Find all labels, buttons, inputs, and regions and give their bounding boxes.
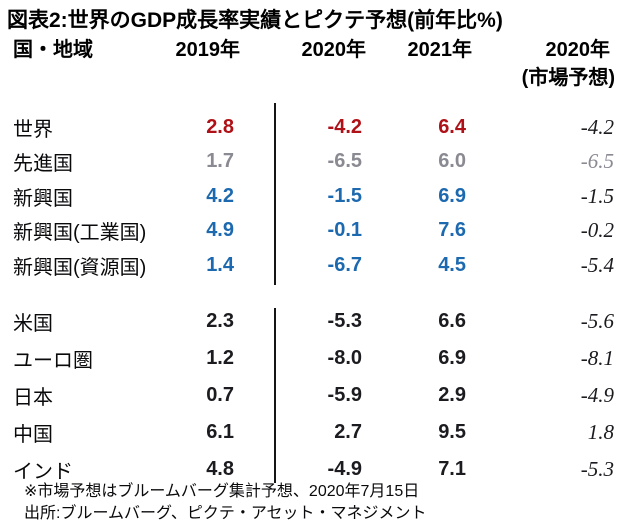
region-label: 新興国 — [13, 187, 73, 210]
header-region: 国・地域 — [13, 39, 93, 61]
value-2019: 4.9 — [206, 219, 234, 242]
value-2019: 2.8 — [206, 115, 234, 138]
value-2020: -0.1 — [327, 219, 362, 242]
value-2019: 1.4 — [206, 253, 234, 276]
value-2021: 7.6 — [438, 219, 466, 242]
table-row-euro-area: ユーロ圏 1.2 -8.0 6.9 -8.1 — [0, 340, 622, 377]
header-2020-market: 2020年 — [545, 39, 611, 61]
table-row-emerging-resource: 新興国(資源国) 1.4 -6.7 4.5 -5.4 — [0, 248, 622, 283]
region-label: インド — [13, 460, 73, 483]
header-2020-market-sub: (市場予想) — [521, 67, 615, 89]
value-2021: 6.0 — [438, 150, 466, 173]
region-label: 日本 — [13, 386, 53, 409]
value-2020: -4.9 — [327, 457, 362, 480]
column-divider-line-upper — [274, 103, 276, 285]
value-2020-market: -6.5 — [580, 149, 614, 174]
region-label: 中国 — [13, 423, 53, 446]
footnote-market-forecast: ※市場予想はブルームバーグ集計予想、2020年7月15日 — [24, 483, 420, 500]
region-label: 新興国(資源国) — [13, 256, 147, 279]
value-2019: 2.3 — [206, 309, 234, 332]
value-2020-market: -1.5 — [580, 183, 614, 208]
header-2019: 2019年 — [175, 39, 241, 61]
value-2020: -6.7 — [327, 253, 362, 276]
value-2020-market: -8.1 — [580, 345, 614, 370]
table-row-india: インド 4.8 -4.9 7.1 -5.3 — [0, 451, 622, 488]
table-row-emerging-industrial: 新興国(工業国) 4.9 -0.1 7.6 -0.2 — [0, 214, 622, 249]
table-row-japan: 日本 0.7 -5.9 2.9 -4.9 — [0, 377, 622, 414]
table-row-china: 中国 6.1 2.7 9.5 1.8 — [0, 414, 622, 451]
figure-title: 図表2:世界のGDP成長率実績とピクテ予想(前年比%) — [7, 9, 503, 32]
value-2021: 4.5 — [438, 253, 466, 276]
value-2020: -1.5 — [327, 184, 362, 207]
region-label: 世界 — [13, 118, 53, 141]
table-header-row: 国・地域 2019年 2020年 2021年 2020年 — [0, 36, 622, 64]
value-2020-market: -5.3 — [580, 456, 614, 481]
value-2021: 2.9 — [438, 383, 466, 406]
value-2020: -8.0 — [327, 346, 362, 369]
value-2020: -5.9 — [327, 383, 362, 406]
value-2020-market: -5.6 — [580, 308, 614, 333]
region-label: 米国 — [13, 312, 53, 335]
value-2020-market: -5.4 — [580, 252, 614, 277]
footnote-source: 出所:ブルームバーグ、ピクテ・アセット・マネジメント — [24, 505, 427, 522]
group-separator — [0, 283, 622, 303]
table-header: 国・地域 2019年 2020年 2021年 2020年 (市場予想) — [0, 36, 622, 92]
table-row-emerging: 新興国 4.2 -1.5 6.9 -1.5 — [0, 179, 622, 214]
region-label: 新興国(工業国) — [13, 222, 147, 245]
table-row-us: 米国 2.3 -5.3 6.6 -5.6 — [0, 303, 622, 340]
table-row-world: 世界 2.8 -4.2 6.4 -4.2 — [0, 110, 622, 145]
value-2020: 2.7 — [334, 420, 362, 443]
value-2019: 1.2 — [206, 346, 234, 369]
header-2021: 2021年 — [407, 39, 473, 61]
value-2019: 0.7 — [206, 383, 234, 406]
value-2020-market: -4.9 — [580, 382, 614, 407]
value-2021: 6.9 — [438, 184, 466, 207]
footnotes: ※市場予想はブルームバーグ集計予想、2020年7月15日 出所:ブルームバーグ、… — [24, 481, 427, 525]
region-label: ユーロ圏 — [13, 349, 93, 372]
header-2020: 2020年 — [301, 39, 367, 61]
value-2020: -6.5 — [327, 150, 362, 173]
value-2020-market: -0.2 — [580, 218, 614, 243]
region-label: 先進国 — [13, 153, 73, 176]
value-2020-market: 1.8 — [587, 419, 614, 444]
value-2020: -4.2 — [327, 115, 362, 138]
value-2021: 6.9 — [438, 346, 466, 369]
value-2019: 4.8 — [206, 457, 234, 480]
value-2019: 4.2 — [206, 184, 234, 207]
value-2021: 7.1 — [438, 457, 466, 480]
value-2020: -5.3 — [327, 309, 362, 332]
value-2021: 6.6 — [438, 309, 466, 332]
value-2021: 6.4 — [438, 115, 466, 138]
table-body: 世界 2.8 -4.2 6.4 -4.2 先進国 1.7 -6.5 6.0 -6… — [0, 110, 622, 488]
table-row-advanced: 先進国 1.7 -6.5 6.0 -6.5 — [0, 145, 622, 180]
value-2020-market: -4.2 — [580, 114, 614, 139]
value-2019: 6.1 — [206, 420, 234, 443]
value-2021: 9.5 — [438, 420, 466, 443]
table-header-subrow: (市場予想) — [0, 64, 622, 92]
column-divider-line-lower — [274, 308, 276, 483]
value-2019: 1.7 — [206, 150, 234, 173]
